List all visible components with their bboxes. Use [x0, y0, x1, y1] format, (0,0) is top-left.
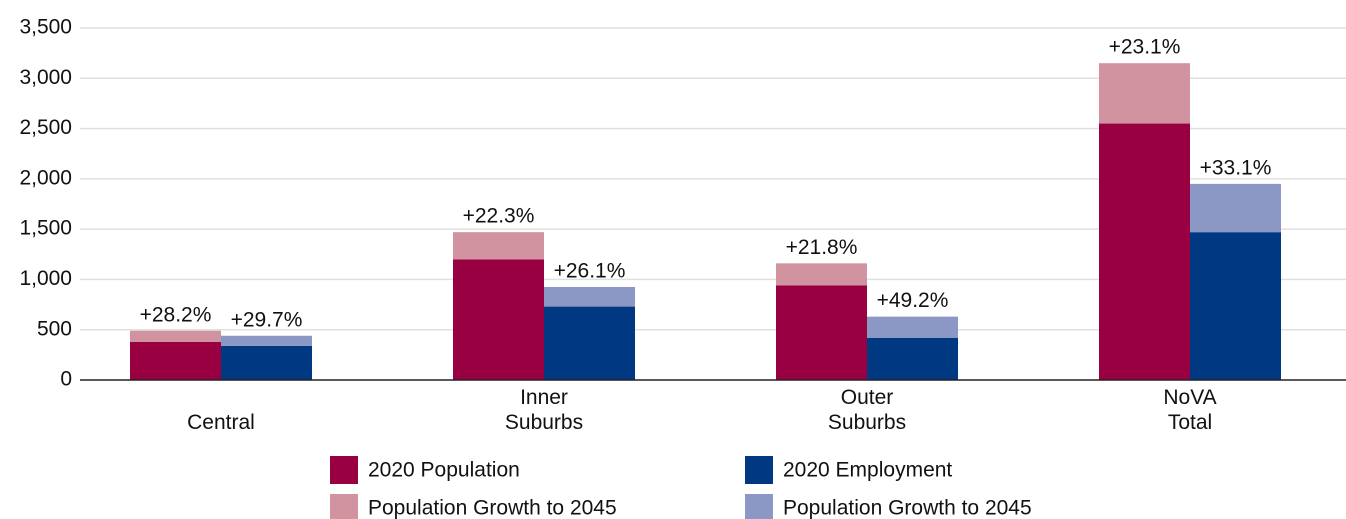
bar-segment [1190, 232, 1281, 380]
y-tick-label: 0 [60, 368, 72, 391]
bar-segment [867, 337, 958, 380]
growth-label: +33.1% [1200, 156, 1272, 179]
growth-label: +28.2% [140, 303, 212, 326]
bar-segment [1190, 183, 1281, 233]
legend-label: 2020 Population [368, 459, 520, 482]
bar-segment [221, 335, 312, 346]
legend-swatch [330, 456, 358, 484]
growth-label: +49.2% [877, 289, 949, 312]
bar-segment [1099, 63, 1190, 124]
y-tick-label: 1,000 [19, 267, 72, 290]
y-tick-label: 500 [37, 317, 72, 340]
y-tick-label: 2,500 [19, 116, 72, 139]
growth-label: +29.7% [231, 308, 303, 331]
growth-label: +23.1% [1109, 36, 1181, 59]
growth-label: +22.3% [463, 205, 535, 228]
y-tick-label: 3,000 [19, 66, 72, 89]
growth-label: +21.8% [786, 236, 858, 259]
legend-label: Population Growth to 2045 [783, 497, 1032, 519]
bar-segment [130, 341, 221, 380]
y-tick-label: 2,000 [19, 166, 72, 189]
bar-segment [544, 306, 635, 380]
x-tick-label: Central [187, 411, 255, 434]
bar-segment [776, 285, 867, 380]
legend-swatch [745, 494, 773, 519]
x-tick-label: Outer Suburbs [828, 386, 906, 434]
legend-swatch [745, 456, 773, 484]
x-tick-label: NoVA Total [1163, 386, 1216, 434]
bar-segment [453, 259, 544, 380]
bar-segment [221, 345, 312, 380]
x-tick-label: Inner Suburbs [505, 386, 583, 434]
growth-label: +26.1% [554, 260, 626, 283]
bar-segment [867, 316, 958, 338]
y-tick-label: 1,500 [19, 217, 72, 240]
y-tick-label: 3,500 [19, 16, 72, 39]
legend-label: Population Growth to 2045 [368, 497, 617, 519]
bar-segment [544, 286, 635, 307]
legend-label: 2020 Employment [783, 459, 952, 482]
bar-segment [453, 232, 544, 260]
bar-segment [130, 330, 221, 342]
bar-segment [1099, 123, 1190, 381]
bar-segment [776, 263, 867, 286]
legend-swatch [330, 494, 358, 519]
